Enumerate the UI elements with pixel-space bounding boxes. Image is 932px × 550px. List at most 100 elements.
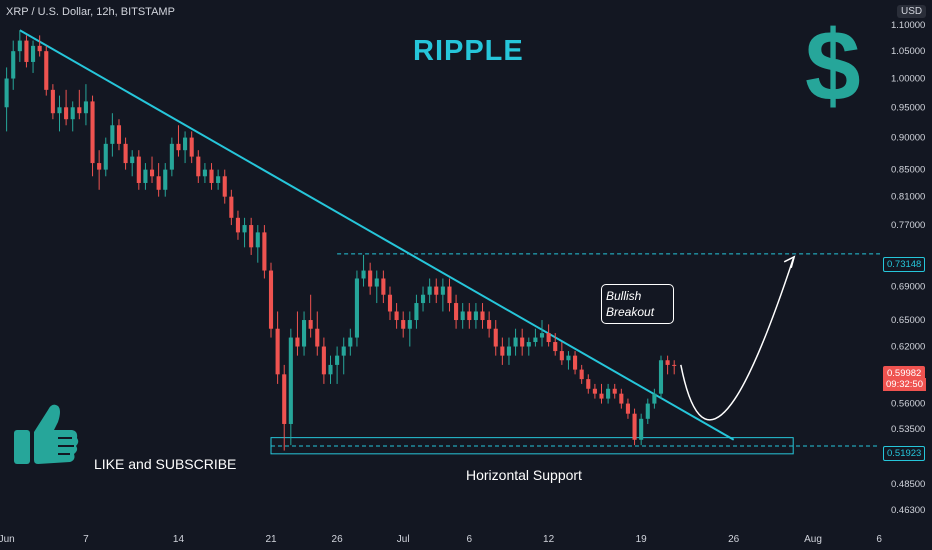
y-tick-label: 1.05000 xyxy=(891,46,925,57)
candle-body xyxy=(37,45,42,52)
candle-body xyxy=(242,225,247,233)
thumbs-up-icon xyxy=(14,404,79,464)
candle-body xyxy=(672,364,677,366)
y-tick-label: 1.00000 xyxy=(891,74,925,85)
x-tick-label: 14 xyxy=(173,534,185,545)
candle-body xyxy=(116,125,122,144)
candle-body xyxy=(110,125,115,144)
candle-body xyxy=(255,232,260,248)
candle-body xyxy=(4,78,9,108)
candle-body xyxy=(169,143,174,170)
candle-body xyxy=(387,294,393,312)
candle-body xyxy=(374,278,379,287)
candle-body xyxy=(216,176,221,183)
candle-body xyxy=(361,270,366,279)
candle-body xyxy=(348,337,353,347)
candle-body xyxy=(50,89,55,114)
candle-body xyxy=(229,196,234,218)
candle-body xyxy=(189,137,194,157)
resistance-price-tag: 0.73148 xyxy=(883,257,926,272)
x-tick-label: 26 xyxy=(728,534,740,545)
candle-body xyxy=(368,270,373,287)
symbol-header: XRP / U.S. Dollar, 12h, BITSTAMP xyxy=(6,6,175,18)
candle-body xyxy=(414,303,419,321)
candle-body xyxy=(407,320,412,329)
candle-body xyxy=(130,156,135,164)
like-subscribe-text: LIKE and SUBSCRIBE xyxy=(94,456,237,472)
x-tick-label: 21 xyxy=(265,534,277,545)
callout-line-1: Bullish xyxy=(606,289,642,303)
candle-body xyxy=(202,169,207,177)
candle-body xyxy=(401,320,406,329)
x-tick-label: 26 xyxy=(332,534,344,545)
y-tick-label: 0.65000 xyxy=(891,315,925,326)
candle-body xyxy=(493,328,498,347)
candle-body xyxy=(586,379,591,389)
bar-countdown: 09:32:50 xyxy=(883,378,926,391)
y-tick-label: 0.90000 xyxy=(891,133,925,144)
dollar-icon: $ xyxy=(805,10,861,122)
y-tick-label: 0.48500 xyxy=(891,479,925,490)
candle-body xyxy=(579,369,584,380)
y-tick-label: 0.53500 xyxy=(891,424,925,435)
candle-body xyxy=(282,374,287,424)
candle-body xyxy=(454,303,459,321)
x-tick-label: 7 xyxy=(83,534,89,545)
x-tick-label: Jul xyxy=(397,534,410,545)
candle-body xyxy=(546,333,551,343)
candle-body xyxy=(77,107,82,114)
x-tick-label: Aug xyxy=(804,534,822,545)
candle-body xyxy=(573,355,578,370)
y-tick-label: 0.69000 xyxy=(891,282,925,293)
candle-body xyxy=(268,270,274,329)
candle-body xyxy=(632,413,637,440)
candle-body xyxy=(500,346,505,356)
candle-body xyxy=(328,364,333,375)
candle-body xyxy=(559,351,564,361)
projection-curve xyxy=(680,258,794,421)
candle-body xyxy=(460,311,465,321)
candle-body xyxy=(553,342,558,352)
y-tick-label: 0.85000 xyxy=(891,165,925,176)
candle-body xyxy=(196,156,201,177)
candle-body xyxy=(612,388,617,394)
currency-selector[interactable]: USD xyxy=(897,5,927,18)
candle-body xyxy=(64,107,69,120)
x-tick-label: 6 xyxy=(467,534,473,545)
y-tick-label: 0.77000 xyxy=(891,220,925,231)
candle-body xyxy=(440,286,445,295)
y-tick-label: 0.81000 xyxy=(891,192,925,203)
candle-body xyxy=(222,176,227,197)
candle-body xyxy=(526,342,531,347)
candle-body xyxy=(619,393,624,404)
candle-body xyxy=(156,176,161,190)
candle-body xyxy=(434,286,439,295)
candle-body xyxy=(506,346,512,356)
candle-body xyxy=(11,51,16,79)
trendline xyxy=(19,29,735,441)
support-price-tag: 0.51923 xyxy=(883,446,926,461)
candle-body xyxy=(70,107,75,120)
candle-body xyxy=(625,403,630,414)
candle-body xyxy=(335,355,340,365)
candle-body xyxy=(473,311,478,321)
candle-body xyxy=(566,355,571,361)
projection-arrowhead xyxy=(783,255,796,269)
candle-body xyxy=(163,169,168,190)
candle-body xyxy=(480,311,485,321)
chart-title: RIPPLE xyxy=(413,35,524,67)
candle-body xyxy=(658,360,664,394)
candle-body xyxy=(467,311,472,321)
candle-body xyxy=(57,107,62,114)
candle-body xyxy=(97,163,102,170)
candle-body xyxy=(31,45,36,62)
candle-body xyxy=(249,225,254,248)
candle-body xyxy=(288,337,293,424)
candle-body xyxy=(592,388,597,394)
candle-body xyxy=(639,418,644,440)
candle-body xyxy=(143,169,148,183)
candle-body xyxy=(308,320,313,329)
candle-body xyxy=(123,143,128,164)
x-tick-label: 12 xyxy=(543,534,555,545)
